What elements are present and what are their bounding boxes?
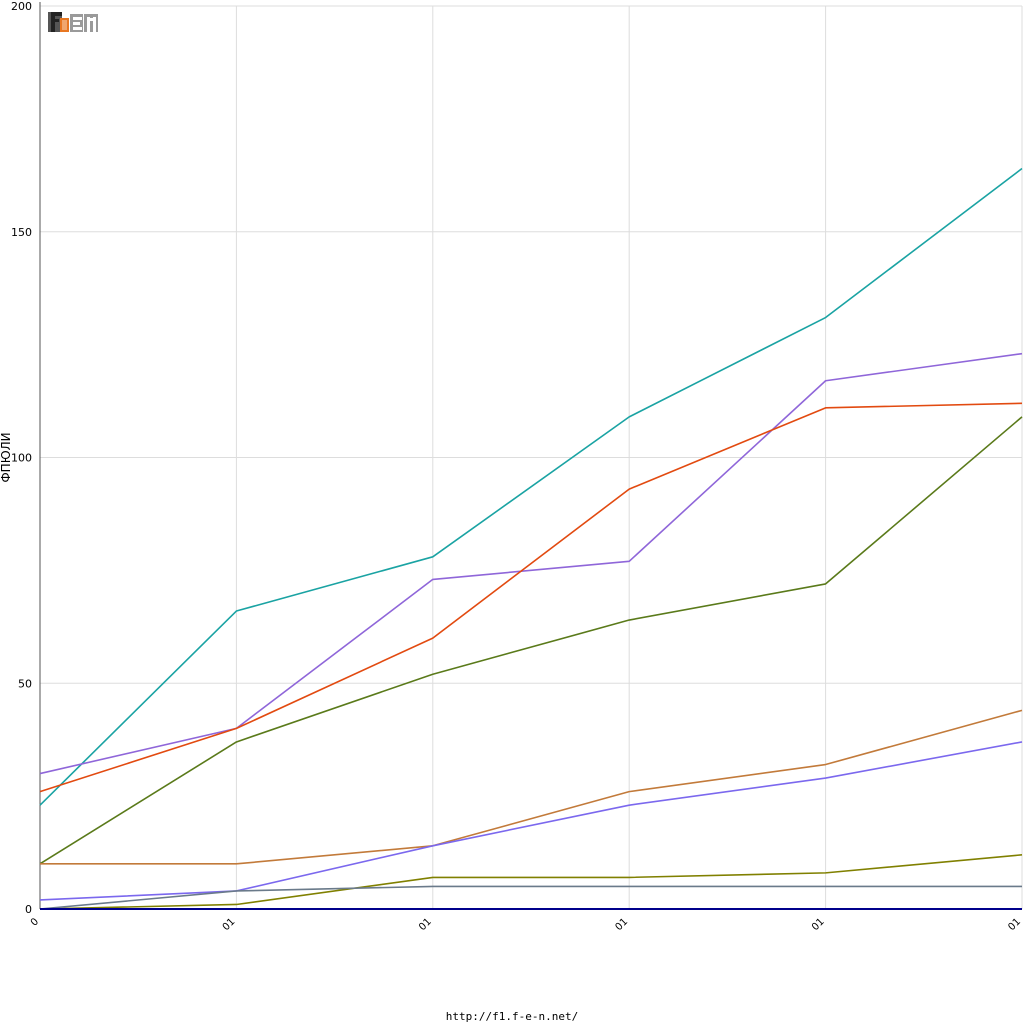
series-line-1 bbox=[39, 167, 1023, 806]
series-line-3 bbox=[39, 402, 1023, 793]
series-lines bbox=[39, 167, 1023, 910]
series-line-2 bbox=[39, 352, 1023, 775]
series-line-7 bbox=[39, 854, 1023, 910]
y-tick-label: 50 bbox=[18, 677, 32, 690]
y-axis-label: ФПЮЛИ bbox=[0, 432, 13, 482]
footer-url: http://f1.f-e-n.net/ bbox=[445, 1010, 579, 1023]
series-line-4 bbox=[39, 416, 1023, 865]
y-tick-label: 0 bbox=[25, 903, 32, 916]
y-tick-label: 100 bbox=[11, 452, 32, 465]
series-line-6 bbox=[39, 741, 1023, 901]
y-tick-label: 200 bbox=[11, 0, 32, 13]
f1en-logo bbox=[46, 8, 100, 36]
y-tick-label: 150 bbox=[11, 226, 32, 239]
series-line-5 bbox=[40, 709, 1023, 865]
series-line-8 bbox=[39, 885, 1022, 910]
